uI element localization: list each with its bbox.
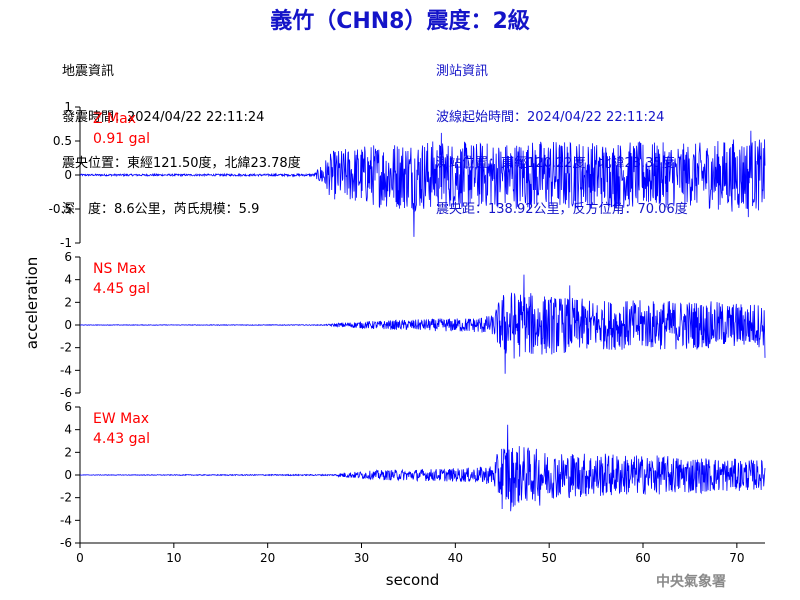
x-tick-label: 40: [448, 551, 463, 565]
y-tick-label-z: 1: [64, 100, 72, 114]
y-tick-label-ew: -2: [60, 491, 72, 505]
x-tick-label: 50: [542, 551, 557, 565]
panel-ns: 6 4 2 0 -2 -4 -6 NS Max 4.45 gal: [60, 250, 766, 400]
y-tick-label-ns: -4: [60, 363, 72, 377]
y-tick-label-ew: 4: [64, 423, 72, 437]
max-value-ew: 4.43 gal: [93, 431, 150, 447]
waveform-trace-ns: [79, 274, 766, 374]
depth-magnitude: 深 度：8.6公里，芮氏規模：5.9: [62, 202, 260, 217]
y-tick-label-ew: 0: [64, 468, 72, 482]
origin-time: 發震時間：2024/04/22 22:11:24: [62, 110, 265, 125]
y-tick-label-ns: -6: [60, 386, 72, 400]
epicenter-location: 震央位置：東經121.50度，北緯23.78度: [62, 156, 301, 171]
x-tick-label: 70: [729, 551, 744, 565]
max-label-ew: EW Max: [93, 411, 149, 427]
y-tick-label-z: -0.5: [49, 202, 72, 216]
chart-title: 義竹（CHN8）震度：2級: [270, 9, 530, 34]
epicentral-distance: 震央距：138.92公里，反方位角：70.06度: [436, 202, 688, 217]
earthquake-info: 地震資訊 發震時間：2024/04/22 22:11:24 震央位置：東經121…: [62, 34, 301, 233]
y-tick-label-ew: -4: [60, 513, 72, 527]
agency-watermark: 中央氣象署: [656, 574, 726, 590]
station-info: 測站資訊 波線起始時間：2024/04/22 22:11:24 測站位置：東經1…: [436, 34, 688, 233]
y-tick-label-z: 0.5: [53, 134, 72, 148]
y-tick-label-ew: -6: [60, 536, 72, 550]
y-tick-label-ns: -2: [60, 341, 72, 355]
x-axis-label: second: [386, 571, 440, 589]
y-tick-label-ns: 6: [64, 250, 72, 264]
y-tick-label-z: -1: [60, 236, 72, 250]
waveform-trace-z: [79, 130, 766, 237]
y-tick-label-ew: 2: [64, 445, 72, 459]
max-value-z: 0.91 gal: [93, 131, 150, 147]
x-tick-label: 20: [260, 551, 275, 565]
y-tick-label-ns: 2: [64, 295, 72, 309]
y-axis-label: acceleration: [23, 257, 41, 349]
waveform-start-time: 波線起始時間：2024/04/22 22:11:24: [436, 110, 665, 125]
x-tick-label: 60: [635, 551, 650, 565]
panel-ew: 6 4 2 0 -2 -4 -6 EW Max 4.43 gal: [60, 400, 766, 550]
y-tick-label-z: 0: [64, 168, 72, 182]
x-tick-label: 30: [354, 551, 369, 565]
panel-z: 1 0.5 0 -0.5 -1 Z Max 0.91 gal: [49, 100, 766, 250]
max-label-z: Z Max: [93, 111, 136, 127]
x-tick-label: 0: [76, 551, 84, 565]
y-tick-label-ew: 6: [64, 400, 72, 414]
y-tick-label-ns: 4: [64, 273, 72, 287]
earthquake-info-heading: 地震資訊: [62, 64, 115, 79]
station-info-heading: 測站資訊: [436, 64, 489, 79]
waveform-trace-ew: [79, 424, 766, 512]
x-tick-label: 10: [166, 551, 181, 565]
max-value-ns: 4.45 gal: [93, 281, 150, 297]
max-label-ns: NS Max: [93, 261, 146, 277]
y-tick-label-ns: 0: [64, 318, 72, 332]
